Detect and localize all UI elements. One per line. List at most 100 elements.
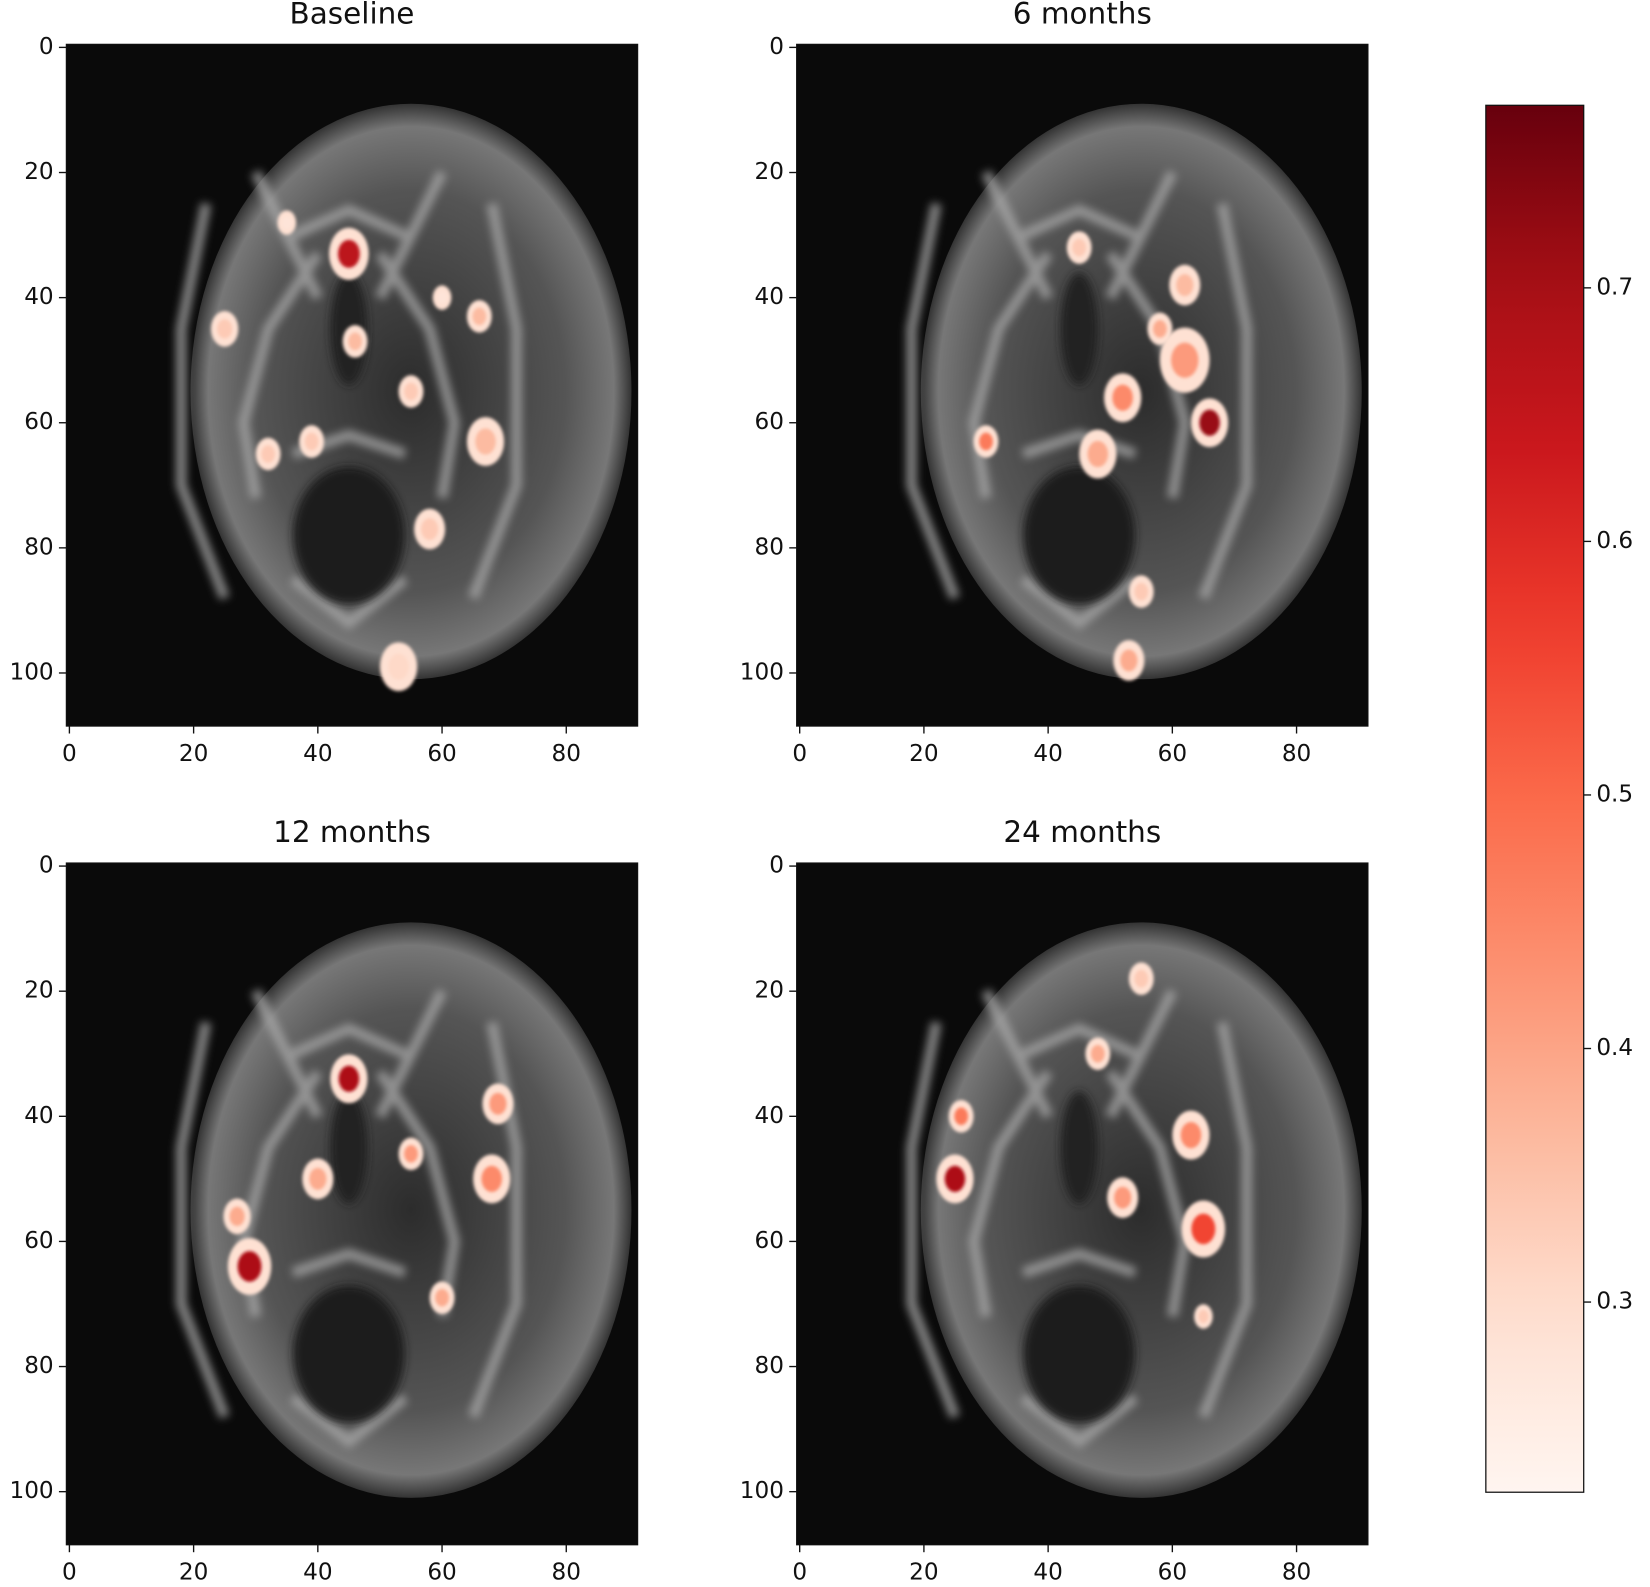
y-tick-label: 80 [755, 534, 784, 560]
overlay-core [475, 428, 496, 455]
white-matter-tract [468, 1021, 522, 1419]
brain-image [906, 103, 1362, 681]
x-tick-label: 20 [909, 1560, 938, 1586]
y-tick-label: 40 [24, 284, 53, 310]
y-tick-label: 60 [755, 409, 784, 435]
white-matter-tract [289, 1393, 409, 1449]
colorbar-tick-label: 0.4 [1596, 1035, 1633, 1061]
white-matter-tract [251, 988, 323, 1119]
ventricle [292, 466, 405, 605]
y-tick-label: 20 [24, 159, 53, 185]
colorbar-tick-label: 0.5 [1596, 781, 1633, 807]
ventricle [1060, 1091, 1098, 1204]
y-tick-label: 40 [24, 1103, 53, 1129]
y-tick-label: 20 [755, 159, 784, 185]
colorbar [1485, 104, 1585, 1493]
overlay-core [261, 445, 275, 463]
x-tick-label: 0 [62, 741, 77, 767]
brain-image [906, 922, 1362, 1498]
x-tick-label: 60 [1158, 741, 1187, 767]
panel-title: 24 months [1003, 815, 1161, 849]
ventricle [1023, 466, 1136, 605]
y-tick-label: 60 [24, 409, 53, 435]
overlay-core [1180, 1121, 1202, 1149]
overlay-core [1090, 1044, 1105, 1063]
white-matter-tract [1105, 988, 1178, 1119]
white-matter-tract [981, 988, 1053, 1119]
white-matter-tract [1105, 1069, 1191, 1318]
overlay-core [481, 1165, 502, 1193]
brain-image [175, 922, 632, 1498]
white-matter-tract [1021, 429, 1137, 460]
white-matter-tract [375, 988, 447, 1119]
white-matter-tract [237, 250, 323, 499]
y-tick-label: 20 [24, 978, 53, 1004]
white-matter-tract [175, 202, 230, 600]
overlay-core [281, 215, 292, 230]
x-tick-label: 40 [303, 1560, 332, 1586]
x-tick-label: 60 [427, 741, 456, 767]
y-tick-label: 0 [39, 34, 54, 60]
white-matter-tract [375, 1069, 460, 1318]
x-tick-label: 40 [303, 741, 332, 767]
overlay-core [944, 1165, 966, 1193]
x-tick-label: 40 [1033, 741, 1062, 767]
white-matter-tract [375, 250, 460, 499]
axes-frame [796, 862, 1369, 1546]
white-matter-tract [1020, 1393, 1139, 1449]
white-matter-tract [968, 1069, 1053, 1318]
white-matter-tract [1198, 202, 1253, 600]
overlay-core [979, 432, 993, 451]
overlay-core [489, 1092, 507, 1115]
ventricle [330, 1091, 368, 1204]
x-tick-label: 80 [552, 1560, 581, 1586]
x-tick-label: 60 [427, 1560, 456, 1586]
overlay-core [388, 653, 409, 680]
x-tick-label: 80 [552, 741, 581, 767]
x-tick-label: 20 [179, 741, 208, 767]
axes-frame [65, 43, 639, 727]
overlay-core [1120, 649, 1138, 672]
x-tick-label: 20 [179, 1560, 208, 1586]
overlay-core [404, 1145, 418, 1163]
overlay-core [1072, 238, 1087, 257]
y-tick-label: 60 [24, 1228, 53, 1254]
white-matter-tract [1020, 574, 1139, 630]
overlay-core [1114, 1186, 1132, 1209]
overlay-core [1112, 384, 1133, 411]
white-matter-tract [906, 1021, 960, 1419]
white-matter-tract [968, 250, 1053, 499]
overlay-core [1134, 582, 1149, 601]
y-tick-label: 0 [769, 34, 784, 60]
white-matter-tract [289, 574, 409, 630]
white-matter-tract [1021, 204, 1138, 240]
overlay-core [1199, 409, 1220, 436]
overlay-core [237, 1251, 262, 1282]
white-matter-tract [291, 1248, 407, 1278]
overlay-core [348, 332, 362, 351]
white-matter-tract [906, 202, 960, 600]
white-matter [175, 170, 522, 630]
y-tick-label: 100 [9, 659, 53, 685]
white-matter [906, 988, 1253, 1449]
x-tick-label: 0 [792, 1560, 807, 1586]
y-tick-label: 100 [740, 1478, 784, 1504]
ventricle [292, 1285, 405, 1423]
overlay-core [421, 518, 439, 541]
overlay-core [404, 382, 418, 401]
overlay-core [1087, 440, 1109, 468]
overlay-core [1198, 1309, 1209, 1324]
overlay-core [229, 1206, 245, 1227]
white-matter-tract [175, 1021, 230, 1419]
overlay-core [435, 1288, 449, 1307]
axes-frame [65, 862, 639, 1546]
white-matter-tract [251, 170, 323, 300]
overlay-core [304, 432, 319, 451]
overlay-core [472, 307, 487, 326]
ventricle [1060, 272, 1098, 386]
x-tick-label: 80 [1282, 741, 1311, 767]
y-tick-label: 60 [755, 1228, 784, 1254]
colorbar-tick-label: 0.7 [1596, 274, 1633, 300]
white-matter-tract [468, 202, 522, 600]
